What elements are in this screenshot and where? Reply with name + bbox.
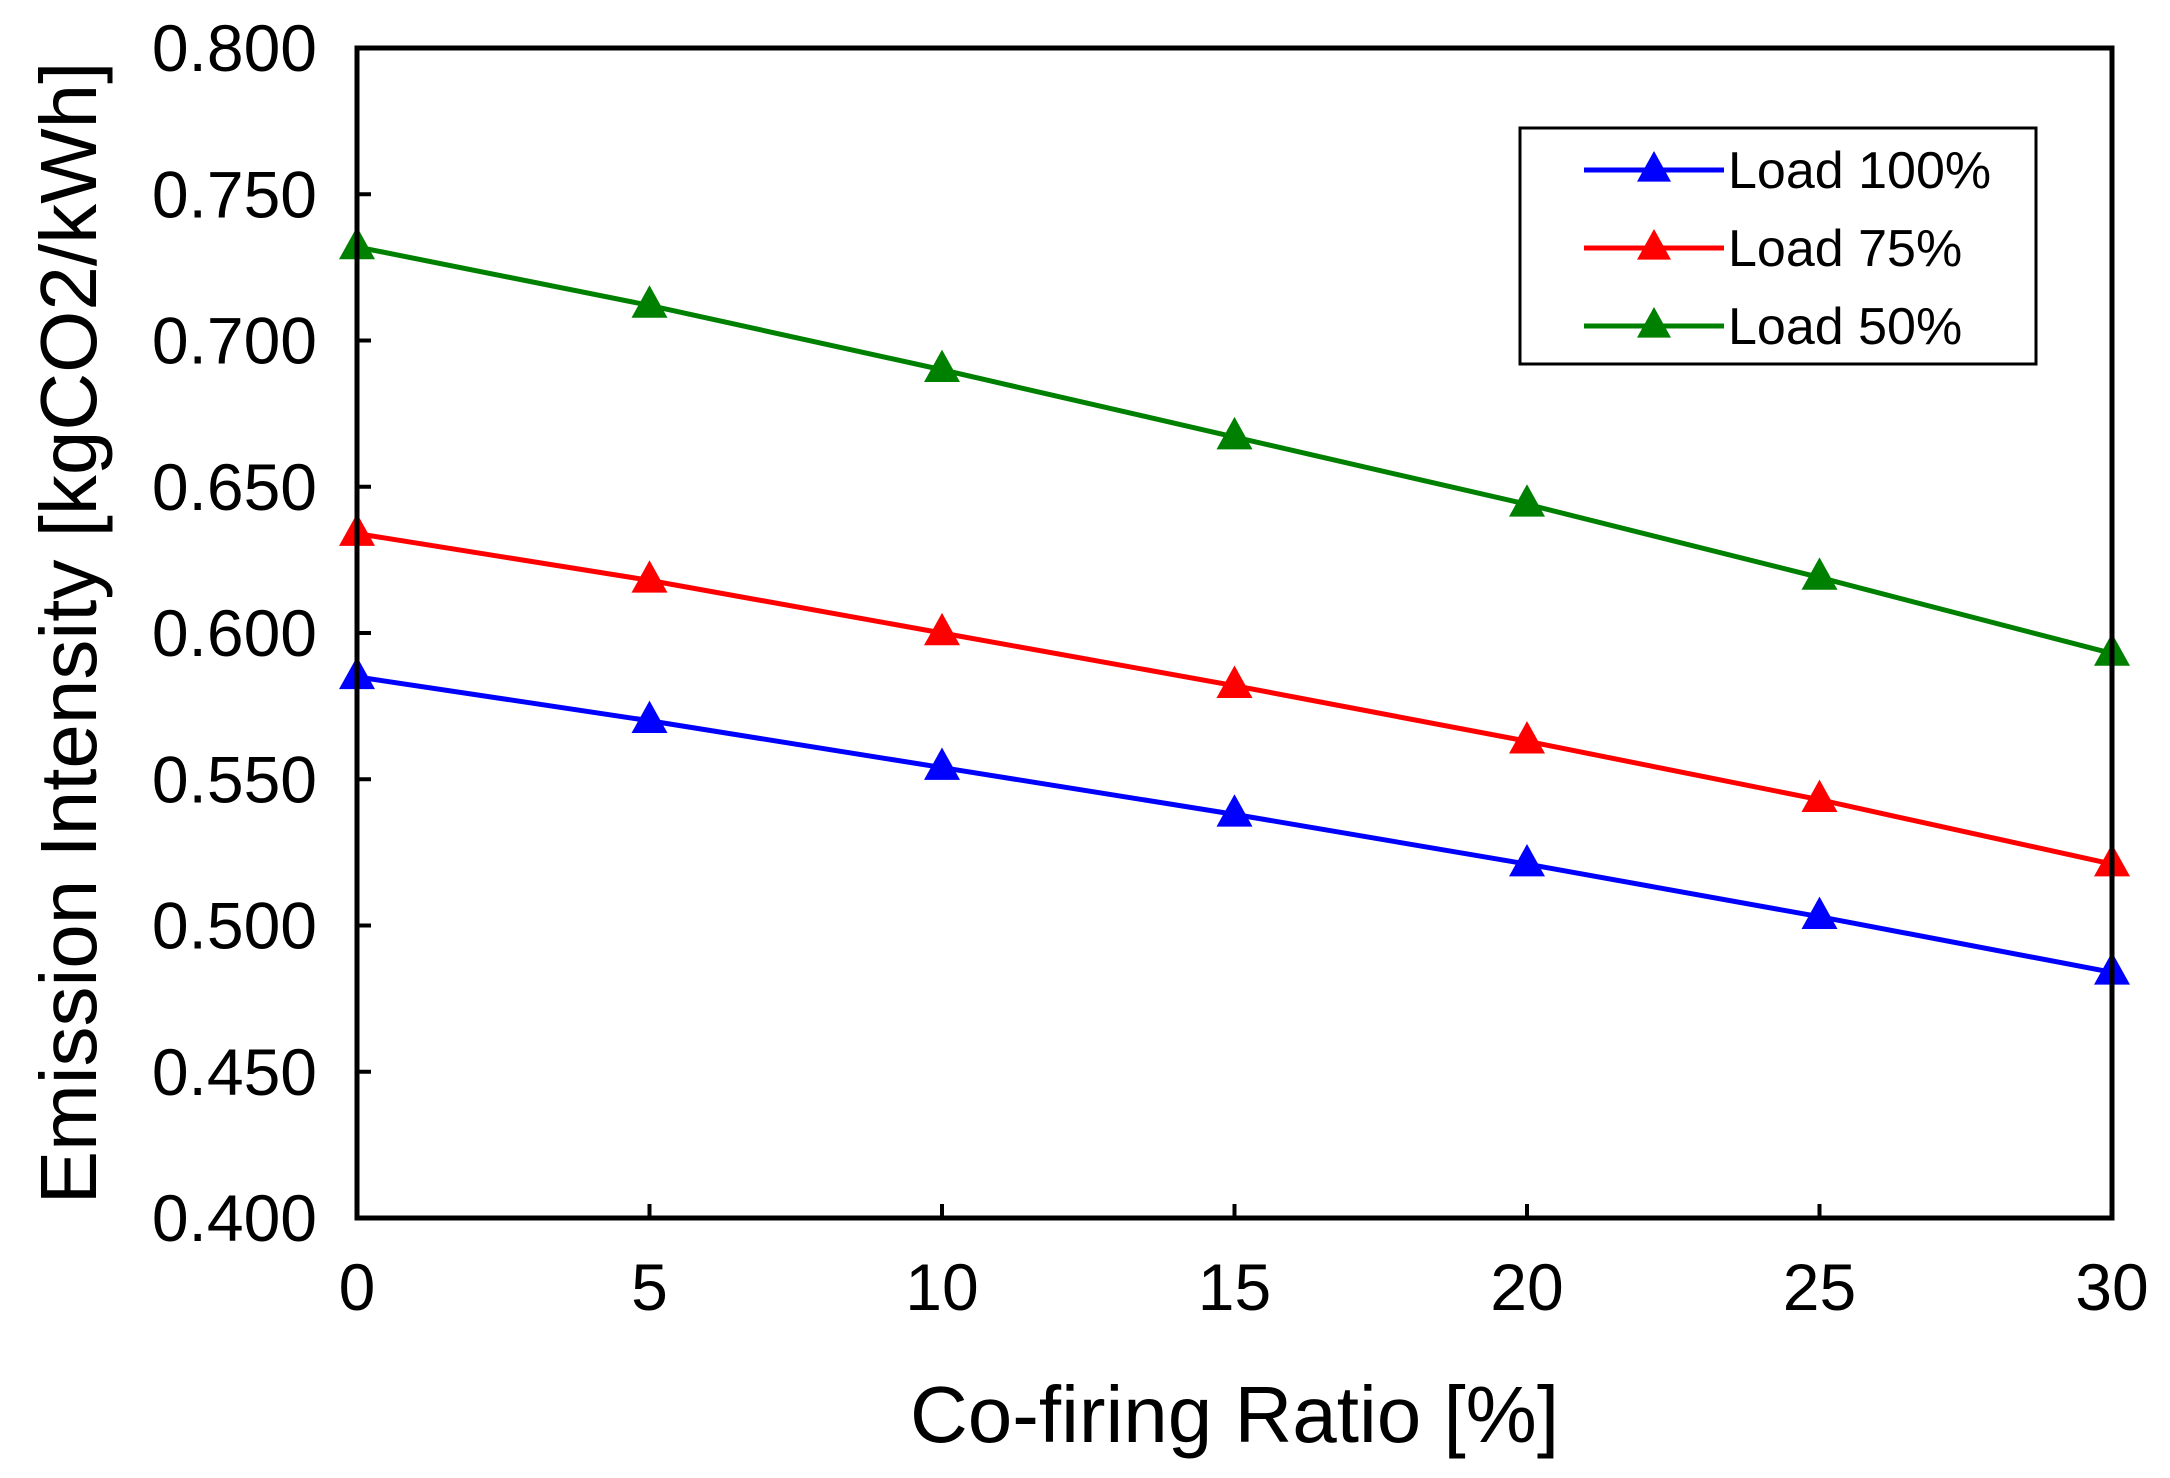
legend: Load 100% Load 75% Load 50%: [1518, 126, 2038, 366]
legend-item-load-100: Load 100%: [1584, 142, 1991, 200]
data-point-load-75: [1801, 779, 1838, 813]
y-axis: 0.400 0.450 0.500 0.550 0.600 0.650 0.700 0.750…: [152, 11, 371, 1255]
legend-item-load-50: Load 50%: [1584, 298, 1962, 356]
y-tick-label: 0.800: [152, 11, 317, 85]
x-tick-label: 10: [905, 1250, 978, 1324]
legend-label: Load 100%: [1728, 142, 1991, 200]
x-axis-title: Co-firing Ratio [%]: [910, 1370, 1559, 1459]
y-tick-label: 0.450: [152, 1035, 317, 1109]
data-point-load-50: [631, 285, 668, 318]
data-point-load-75: [1509, 721, 1545, 754]
legend-label: Load 75%: [1728, 220, 1962, 278]
data-point-load-100: [1509, 843, 1545, 877]
y-tick-label: 0.400: [152, 1181, 317, 1255]
data-point-load-75: [924, 612, 960, 646]
x-tick-label: 0: [339, 1250, 376, 1324]
data-point-load-100: [924, 747, 960, 780]
series-load-75: [339, 513, 2130, 877]
data-point-load-50: [1216, 416, 1253, 450]
y-axis-title: Emission Intensity [kgCO2/kWh]: [24, 62, 113, 1205]
data-point-load-50: [924, 349, 960, 383]
legend-swatch-marker: [1637, 229, 1671, 260]
x-tick-label: 30: [2075, 1250, 2148, 1324]
y-tick-label: 0.700: [152, 304, 317, 378]
data-point-load-100: [1216, 794, 1253, 827]
x-tick-label: 5: [631, 1250, 668, 1324]
x-tick-label: 20: [1490, 1250, 1563, 1324]
legend-swatch-marker: [1637, 151, 1671, 182]
data-point-load-100: [1801, 896, 1838, 930]
x-tick-label: 15: [1198, 1250, 1271, 1324]
legend-item-load-75: Load 75%: [1584, 220, 1962, 278]
y-tick-label: 0.600: [152, 596, 317, 670]
data-point-load-50: [1509, 484, 1545, 517]
y-tick-label: 0.650: [152, 450, 317, 524]
series-layer: [339, 226, 2130, 985]
x-tick-label: 25: [1783, 1250, 1856, 1324]
x-axis: 0 5 10 15 20 25 30: [339, 1204, 2149, 1324]
legend-label: Load 50%: [1728, 298, 1962, 356]
data-point-load-50: [1801, 557, 1838, 590]
data-point-load-100: [631, 700, 668, 734]
y-tick-label: 0.750: [152, 157, 317, 231]
data-point-load-75: [631, 560, 668, 593]
y-tick-label: 0.550: [152, 742, 317, 816]
legend-swatch-marker: [1637, 307, 1671, 338]
y-tick-label: 0.500: [152, 889, 317, 963]
data-point-load-75: [1216, 665, 1253, 698]
